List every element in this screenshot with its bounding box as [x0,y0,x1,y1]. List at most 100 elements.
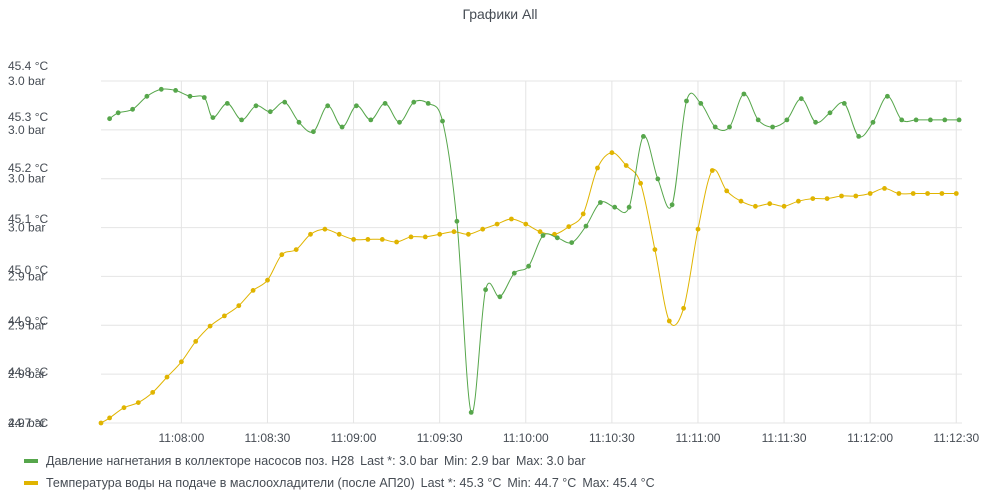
x-axis-labels: 11:08:00 11:08:30 11:09:00 11:09:30 11:10:00… [158,431,979,445]
data-point-temperature [839,193,844,199]
x-tick-label: 11:09:30 [417,431,463,445]
data-point-pressure [115,110,121,116]
x-tick-label: 11:08:30 [245,431,291,445]
data-point-pressure [540,233,546,238]
data-point-temperature [580,211,586,217]
data-point-temperature [494,221,500,227]
data-point-temperature [236,303,242,309]
data-point-temperature [207,323,213,329]
data-point-pressure [224,101,230,106]
data-point-pressure [397,119,402,125]
data-point-temperature [609,150,615,156]
legend-label-pressure: Давление нагнетания в коллекторе насосов… [46,454,355,468]
data-point-pressure [483,287,488,293]
data-point-pressure [899,117,905,123]
data-point-temperature [552,231,557,237]
data-point-pressure [870,119,876,125]
data-point-pressure [784,117,790,123]
data-point-pressure [296,119,302,125]
data-point-pressure [201,95,207,100]
data-point-pressure [928,117,933,123]
data-point-pressure [511,270,517,276]
data-point-temperature [135,400,141,405]
data-point-temperature [867,191,873,196]
data-point-pressure [425,101,431,106]
data-point-pressure [698,101,704,106]
data-point-pressure [712,124,718,130]
data-point-pressure [798,96,804,102]
data-point-pressure [841,101,847,106]
y-axis-labels: 3.0 bar 3.0 bar 3.0 bar 3.0 bar 2.9 bar 2.9 b… [8,59,48,430]
data-point-temperature [566,224,572,230]
data-point-temperature [537,229,543,235]
data-point-pressure [770,124,775,130]
data-point-pressure [942,117,948,123]
data-point-pressure [497,294,503,300]
data-point-temperature [408,234,414,240]
data-point-pressure [813,119,818,125]
series-group [98,86,962,426]
data-point-pressure [158,86,164,92]
data-point-pressure [913,117,919,123]
data-point-pressure [655,176,661,182]
data-point-pressure [144,93,150,99]
data-point-temperature [882,186,887,191]
data-point-pressure [253,103,259,109]
data-point-temperature [308,231,313,237]
legend-max-temperature: Max: 45.4 °C [582,476,655,490]
legend-min-pressure: Min: 2.9 bar [443,454,510,468]
data-point-temperature [98,420,104,426]
legend-swatch-temperature [24,481,38,485]
data-point-pressure [583,223,589,229]
data-point-temperature [623,163,629,168]
data-point-temperature [767,201,773,207]
y-right-tick-label: 2.9 bar [8,318,45,332]
data-point-pressure [267,109,273,115]
data-point-pressure [282,99,288,105]
legend: Давление нагнетания в коллекторе насосов… [24,450,661,494]
data-point-temperature [925,191,930,196]
data-point-temperature [724,188,730,194]
data-point-pressure [554,235,560,241]
data-point-pressure [382,101,388,106]
data-point-temperature [451,229,457,235]
data-point-pressure [107,116,112,122]
data-point-pressure [187,93,193,99]
data-point-pressure [885,93,890,99]
data-point-temperature [738,198,744,204]
x-tick-label: 11:10:00 [503,431,549,445]
data-point-pressure [755,117,761,123]
data-point-pressure [468,410,474,415]
data-point-temperature [480,226,486,232]
data-point-temperature [796,198,801,204]
data-point-temperature [953,191,959,196]
data-point-temperature [652,247,658,253]
data-point-temperature [150,390,156,395]
legend-item-pressure[interactable]: Давление нагнетания в коллекторе насосов… [24,450,661,472]
data-point-pressure [454,218,460,224]
y-left-tick-label: 45.0 °C [8,263,48,277]
data-point-temperature [121,405,127,411]
data-point-pressure [612,204,618,210]
data-point-pressure [856,134,862,139]
data-point-temperature [681,305,686,311]
data-point-pressure [669,202,675,208]
panel-title: Графики All [462,6,538,22]
data-point-pressure [354,103,359,109]
legend-min-temperature: Min: 44.7 °C [507,476,577,490]
data-point-temperature [322,226,328,232]
data-point-temperature [853,193,859,199]
legend-last-temperature: Last *: 45.3 °C [420,476,502,490]
data-point-pressure [368,117,374,123]
data-point-pressure [641,134,646,139]
y-left-tick-label: 44.8 °C [8,365,48,379]
data-point-pressure [741,91,747,97]
legend-item-temperature[interactable]: Температура воды на подаче в маслоохлади… [24,472,661,494]
data-point-temperature [422,234,428,240]
data-point-temperature [193,339,199,344]
data-point-pressure [325,103,331,109]
data-point-pressure [130,106,136,112]
y-left-tick-label: 44.7 °C [8,416,48,430]
data-point-temperature [222,313,227,319]
